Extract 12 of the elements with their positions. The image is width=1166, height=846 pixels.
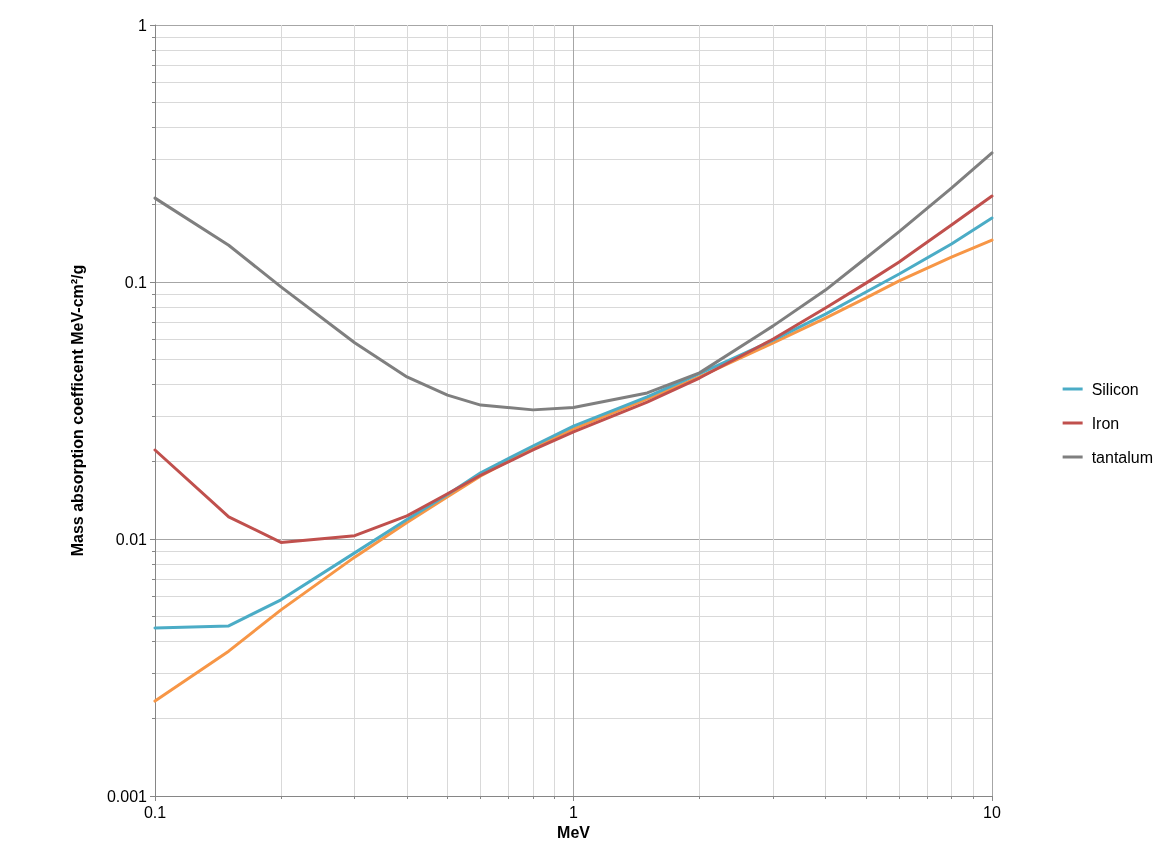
y-tick-label: 1 xyxy=(138,16,148,34)
legend-label: Iron xyxy=(1091,414,1120,432)
x-tick-label: 0.1 xyxy=(143,803,167,821)
x-tick-label: 10 xyxy=(983,803,1001,821)
y-tick-label: 0.001 xyxy=(106,787,148,805)
x-axis-title: MeV xyxy=(557,824,591,842)
y-tick-label: 0.01 xyxy=(115,530,148,548)
y-tick-label: 0.1 xyxy=(124,273,148,291)
y-axis-title: Mass absorption coefficent MeV-cm²/g xyxy=(68,264,86,557)
legend-label: tantalum xyxy=(1091,448,1154,466)
legend-label: Silicon xyxy=(1091,380,1139,398)
x-tick-label: 1 xyxy=(569,803,579,821)
